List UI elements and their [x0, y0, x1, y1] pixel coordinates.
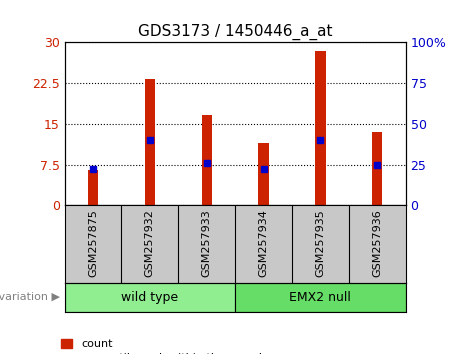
Text: GSM257932: GSM257932 — [145, 209, 155, 277]
Bar — [235, 283, 406, 312]
Text: EMX2 null: EMX2 null — [290, 291, 351, 304]
Text: genotype/variation ▶: genotype/variation ▶ — [0, 292, 60, 302]
Bar — [88, 170, 98, 205]
Text: GSM257936: GSM257936 — [372, 209, 382, 277]
Text: GSM257933: GSM257933 — [201, 209, 212, 277]
Title: GDS3173 / 1450446_a_at: GDS3173 / 1450446_a_at — [138, 23, 332, 40]
Text: GSM257935: GSM257935 — [315, 209, 325, 277]
Text: GSM257875: GSM257875 — [88, 209, 98, 277]
Bar — [145, 79, 155, 205]
Bar — [65, 283, 235, 312]
Legend: count, percentile rank within the sample: count, percentile rank within the sample — [61, 339, 269, 354]
Bar — [372, 132, 382, 205]
Bar — [259, 143, 269, 205]
Text: wild type: wild type — [121, 291, 178, 304]
Text: GSM257934: GSM257934 — [259, 209, 269, 277]
Bar — [315, 51, 325, 205]
Bar — [201, 115, 212, 205]
